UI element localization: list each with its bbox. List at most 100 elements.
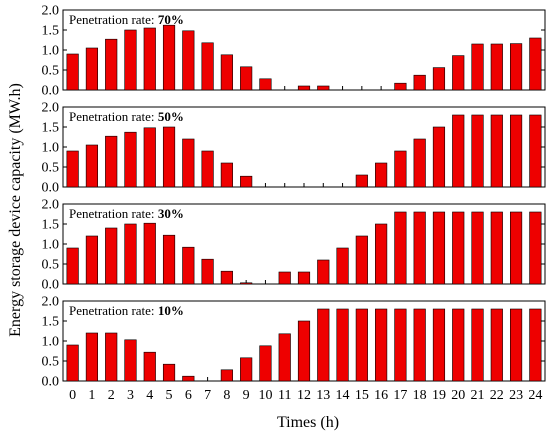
bar [105, 227, 118, 285]
x-tick-labels: 0 1 2 3 4 5 6 7 8 9 10 11 12 13 14 15 16 17 18 19 20 21 22 23 24 [69, 388, 542, 403]
bar [529, 308, 542, 382]
bar [162, 24, 176, 91]
x-tick-label: 4 [146, 388, 153, 403]
x-tick-label: 17 [393, 388, 407, 403]
x-tick-label: 23 [509, 388, 523, 403]
bar [452, 114, 465, 188]
bar [105, 135, 118, 188]
bar [355, 174, 368, 188]
bar [490, 211, 503, 285]
panel-label-prefix: Penetration rate: [69, 109, 158, 124]
y-tick-label: 1.5 [42, 24, 60, 39]
bar [240, 66, 253, 91]
bar [220, 369, 233, 382]
y-tick-label: 2.0 [42, 4, 60, 19]
bar [85, 144, 99, 188]
bar [529, 211, 542, 285]
y-tick-label: 0.5 [42, 64, 60, 79]
bar [413, 74, 426, 91]
bar [201, 42, 214, 91]
panel-label: Penetration rate: 10% [69, 303, 184, 318]
y-tick-label: 0.5 [42, 161, 60, 176]
x-tick-label: 2 [108, 388, 115, 403]
bar [220, 162, 233, 188]
bar [529, 37, 542, 91]
x-tick-label: 9 [243, 388, 250, 403]
y-tick-label: 0.0 [42, 375, 60, 390]
bar [452, 55, 465, 91]
bar [85, 235, 99, 285]
x-tick-label: 19 [432, 388, 446, 403]
bar [220, 54, 233, 91]
x-tick-label: 12 [297, 388, 311, 403]
y-tick-label: 1.5 [42, 121, 60, 136]
chart-panel: 0.0 0.5 1.0 1.5 2.0 Penetration rate: 30% [42, 198, 546, 293]
bar [432, 211, 446, 285]
x-tick-label: 10 [258, 388, 272, 403]
x-tick-label: 5 [166, 388, 173, 403]
bar [394, 82, 407, 91]
y-tick-label: 0.0 [42, 181, 60, 196]
bar [432, 126, 446, 188]
bar [162, 363, 176, 382]
x-tick-label: 0 [69, 388, 76, 403]
panel-label-value: 10% [158, 303, 184, 318]
bar [66, 150, 79, 188]
bar [394, 308, 407, 382]
bar [201, 258, 214, 285]
bar [143, 222, 156, 285]
x-tick-label: 20 [451, 388, 465, 403]
bar [143, 127, 156, 188]
y-tick-label: 0.0 [42, 278, 60, 293]
bar [240, 282, 253, 285]
bar [143, 27, 156, 91]
bar [124, 223, 137, 285]
bar [375, 223, 388, 285]
x-tick-label: 22 [490, 388, 504, 403]
bar [394, 211, 407, 285]
x-tick-label: 11 [278, 388, 291, 403]
x-tick-label: 18 [413, 388, 427, 403]
bar [509, 211, 523, 285]
bar [317, 308, 330, 382]
panel-label-value: 70% [158, 12, 184, 27]
bar [297, 320, 311, 382]
bar [490, 308, 503, 382]
bar [413, 138, 426, 188]
y-tick-label: 1.5 [42, 315, 60, 330]
panel-label-value: 50% [158, 109, 184, 124]
bar [182, 30, 195, 91]
bar [375, 162, 388, 188]
bar [162, 126, 176, 188]
panel-label-value: 30% [158, 206, 184, 221]
x-tick-label: 3 [127, 388, 134, 403]
bar [66, 247, 79, 285]
panel-label-prefix: Penetration rate: [69, 12, 158, 27]
bar [375, 308, 388, 382]
bar [85, 332, 99, 382]
x-tick-label: 16 [374, 388, 388, 403]
panel-label: Penetration rate: 50% [69, 109, 184, 124]
chart-panel: 0.0 0.5 1.0 1.5 2.0 Penetration rate: 70% [42, 4, 546, 99]
bar [124, 339, 137, 382]
bar [143, 351, 156, 382]
bar [471, 211, 484, 285]
bar [355, 308, 368, 382]
bar [201, 150, 214, 188]
bar [162, 234, 176, 285]
bar [182, 246, 195, 285]
bar [105, 38, 118, 91]
bar [432, 67, 446, 91]
bar [259, 345, 272, 382]
bar [355, 235, 368, 285]
panel-label: Penetration rate: 70% [69, 12, 184, 27]
chart-panel: 0.0 0.5 1.0 1.5 2.0 Penetration rate: 10% [42, 295, 546, 390]
bar [278, 271, 291, 285]
y-tick-label: 2.0 [42, 295, 60, 310]
bar [452, 211, 465, 285]
y-tick-label: 2.0 [42, 198, 60, 213]
x-tick-label: 1 [88, 388, 95, 403]
y-tick-label: 1.0 [42, 335, 60, 350]
bar [182, 138, 195, 188]
